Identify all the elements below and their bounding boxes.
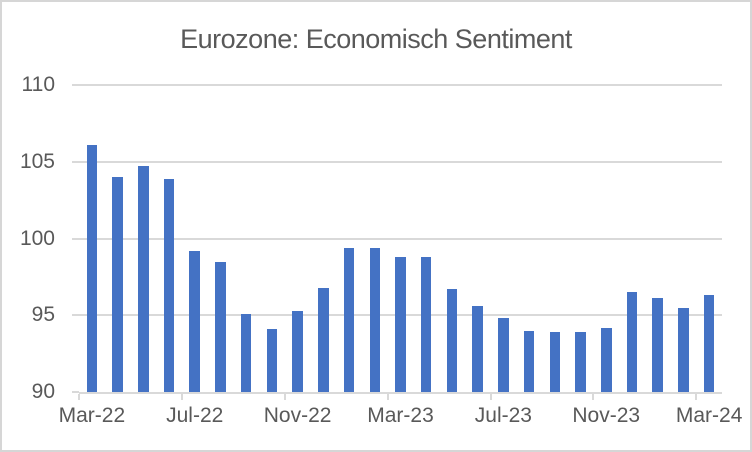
bar-Jul-22 bbox=[189, 250, 200, 392]
plot-area: 90 95 100 105 110 Mar-22 Jul-22 Nov-22 Mar-23 Jul… bbox=[20, 74, 742, 428]
y-axis-tick bbox=[72, 238, 79, 240]
x-axis-label-Nov-22: Nov-22 bbox=[263, 404, 332, 427]
y-axis-tick bbox=[72, 391, 79, 393]
x-axis-label-Nov-23: Nov-23 bbox=[572, 404, 641, 427]
chart-title: Eurozone: Economisch Sentiment bbox=[180, 24, 572, 54]
bar-Aug-22 bbox=[215, 261, 226, 392]
gridline-y-100 bbox=[79, 238, 722, 240]
bar-Mar-23 bbox=[395, 256, 406, 392]
y-axis-label-100: 100 bbox=[19, 227, 55, 250]
x-axis-tick bbox=[283, 394, 286, 400]
bar-Oct-22 bbox=[266, 329, 278, 392]
bar-May-22 bbox=[138, 166, 149, 392]
y-axis-label-90: 90 bbox=[31, 380, 55, 403]
y-axis-tick bbox=[72, 314, 79, 316]
bar-May-23 bbox=[446, 289, 458, 392]
bar-Oct-23 bbox=[575, 332, 586, 392]
x-axis-tick bbox=[180, 394, 183, 400]
x-axis-tick bbox=[695, 394, 698, 400]
bar-Jan-24 bbox=[652, 298, 663, 392]
x-axis-tick bbox=[592, 394, 595, 400]
gridline-y-105 bbox=[79, 161, 722, 163]
x-axis-tick bbox=[78, 394, 80, 400]
bar-Jan-23 bbox=[343, 247, 355, 392]
x-axis-tick bbox=[489, 394, 492, 400]
y-axis-label-105: 105 bbox=[19, 150, 55, 173]
x-axis-label-Mar-23: Mar-23 bbox=[367, 404, 434, 427]
y-axis-label-110: 110 bbox=[21, 73, 55, 96]
bar-Nov-23 bbox=[601, 327, 612, 392]
x-axis-line bbox=[79, 392, 722, 394]
x-axis-label-Mar-24: Mar-24 bbox=[675, 404, 743, 427]
bar-Jun-22 bbox=[163, 178, 175, 392]
bar-Jun-23 bbox=[472, 306, 483, 392]
x-axis-label-Jul-22: Jul-22 bbox=[166, 404, 224, 427]
y-axis-tick bbox=[72, 161, 79, 163]
bar-Sep-22 bbox=[240, 313, 252, 392]
bar-Nov-22 bbox=[292, 310, 303, 392]
bar-Dec-23 bbox=[626, 292, 638, 392]
x-axis-label-Mar-22: Mar-22 bbox=[58, 404, 126, 427]
x-axis-label-Jul-23: Jul-23 bbox=[474, 404, 532, 427]
bar-Feb-24 bbox=[678, 307, 689, 392]
bar-Mar-22 bbox=[86, 144, 98, 392]
y-axis-tick bbox=[72, 84, 79, 86]
gridline-y-110 bbox=[79, 84, 722, 86]
bar-Sep-23 bbox=[549, 332, 561, 392]
bar-Jul-23 bbox=[498, 318, 509, 392]
bar-Feb-23 bbox=[369, 247, 381, 392]
x-axis-tick bbox=[386, 394, 389, 400]
y-axis-label-95: 95 bbox=[31, 303, 55, 326]
bar-Dec-22 bbox=[318, 287, 329, 392]
bar-Aug-23 bbox=[523, 330, 535, 392]
bar-Apr-22 bbox=[112, 177, 123, 392]
bar-Mar-24 bbox=[703, 295, 715, 392]
bar-Apr-23 bbox=[420, 256, 432, 392]
